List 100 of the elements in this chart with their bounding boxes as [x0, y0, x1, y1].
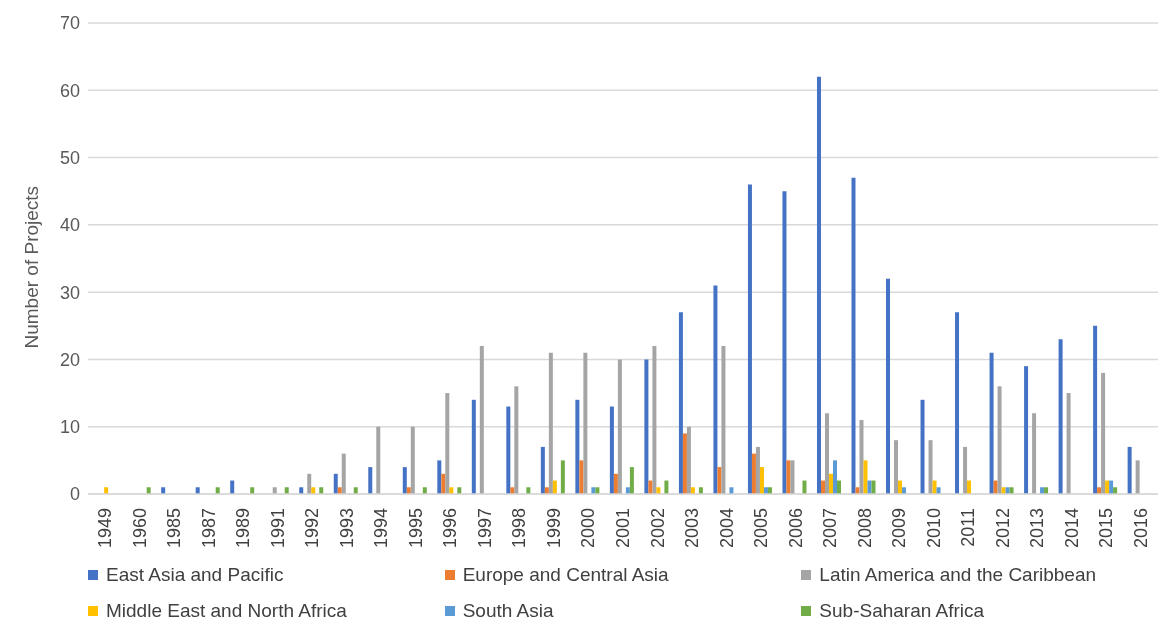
x-tick-label: 1995: [405, 508, 426, 549]
bar: [402, 467, 407, 494]
bar: [471, 399, 476, 494]
x-tick-label: 2005: [751, 508, 772, 549]
bar: [609, 406, 614, 494]
bar: [579, 460, 584, 494]
bar: [1127, 446, 1132, 494]
bar: [828, 473, 833, 494]
bar: [1024, 366, 1029, 494]
y-axis-title: Number of Projects: [20, 185, 42, 349]
x-tick-label: 1994: [371, 508, 392, 549]
bar: [851, 177, 856, 494]
bar: [341, 453, 346, 494]
x-tick-label: 2001: [613, 508, 633, 549]
x-tick-label: 1996: [440, 508, 461, 549]
x-tick-label: 2008: [854, 508, 875, 549]
y-tick-label: 10: [59, 417, 80, 438]
bar: [583, 352, 588, 494]
bar: [863, 460, 868, 494]
x-tick-label: 1997: [474, 508, 495, 549]
y-tick-label: 0: [69, 484, 80, 505]
bar: [1058, 339, 1063, 494]
bar: [755, 446, 760, 494]
x-tick-label: 1960: [129, 508, 150, 549]
bar: [824, 413, 829, 494]
bar: [678, 312, 683, 494]
x-tick-label: 1989: [233, 508, 254, 549]
x-tick-label: 2003: [682, 508, 703, 549]
bar: [441, 473, 446, 494]
bar: [713, 285, 718, 494]
y-tick-label: 40: [59, 215, 80, 236]
x-tick-label: 2009: [889, 508, 910, 549]
bar: [997, 386, 1002, 494]
bar: [652, 345, 657, 494]
x-tick-label: 2006: [785, 508, 806, 549]
bar: [307, 473, 312, 494]
bar: [1093, 325, 1098, 494]
bar: [617, 359, 622, 494]
x-tick-label: 2015: [1096, 508, 1117, 549]
x-tick-label: 2007: [820, 508, 841, 549]
bar: [886, 278, 891, 494]
bar: [1066, 393, 1071, 494]
bar: [717, 467, 722, 494]
bar: [816, 76, 821, 494]
bar: [506, 406, 511, 494]
y-tick-label: 20: [59, 349, 80, 370]
bar: [721, 345, 726, 494]
y-tick-label: 50: [59, 147, 80, 168]
x-tick-label: 2010: [923, 508, 944, 549]
x-tick-label: 1998: [509, 508, 530, 549]
x-tick-label: 2013: [1027, 508, 1048, 549]
legend-label: Sub-Saharan Africa: [819, 600, 985, 622]
y-tick-label: 70: [59, 13, 80, 34]
bar: [894, 440, 899, 494]
x-tick-label: 2000: [578, 508, 599, 549]
bar: [963, 446, 968, 494]
bar: [540, 446, 545, 494]
bar: [445, 393, 450, 494]
x-tick-label: 2012: [992, 508, 1013, 549]
bar: [859, 419, 864, 494]
x-tick-label: 1985: [164, 508, 185, 549]
bar: [682, 433, 687, 494]
bar: [560, 460, 565, 494]
bar: [989, 352, 994, 494]
bar: [747, 184, 752, 494]
x-tick-label: 1991: [267, 508, 288, 549]
bar: [368, 467, 373, 494]
bar: [686, 426, 691, 494]
legend-label: East Asia and Pacific: [106, 564, 284, 586]
x-tick-label: 2002: [647, 508, 668, 549]
bar: [751, 453, 756, 494]
bar: [644, 359, 649, 494]
legend-label: Europe and Central Asia: [462, 564, 669, 586]
x-tick-label: 1993: [336, 508, 357, 549]
bar: [333, 473, 338, 494]
bar: [479, 345, 484, 494]
bar: [376, 426, 381, 494]
bar: [437, 460, 442, 494]
x-tick-label: 2014: [1061, 508, 1082, 549]
x-tick-label: 1999: [543, 508, 564, 549]
bar: [759, 467, 764, 494]
x-tick-label: 2004: [716, 508, 737, 549]
y-tick-label: 60: [59, 80, 80, 101]
bar: [629, 467, 634, 494]
bar: [613, 473, 618, 494]
bar: [1135, 460, 1140, 494]
bar: [782, 191, 787, 494]
legend-label: Latin America and the Caribbean: [819, 564, 1097, 586]
legend-label: Middle East and North Africa: [106, 600, 347, 622]
bar: [410, 426, 415, 494]
bar: [832, 460, 837, 494]
x-tick-label: 1987: [198, 508, 219, 549]
bar: [955, 312, 960, 494]
bar: [1101, 372, 1106, 494]
bar: [1032, 413, 1037, 494]
legend-label: South Asia: [462, 600, 554, 622]
bar: [920, 399, 925, 494]
bar: [928, 440, 933, 494]
x-tick-label: 1992: [302, 508, 323, 549]
bar: [575, 399, 580, 494]
